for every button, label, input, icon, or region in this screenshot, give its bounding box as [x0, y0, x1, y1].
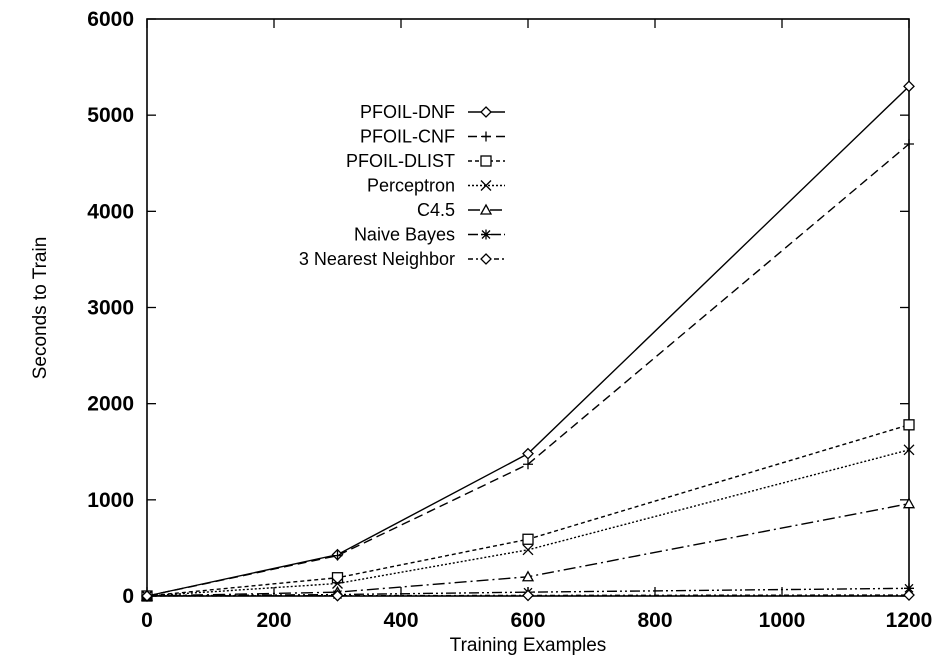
data-point — [522, 533, 534, 545]
x-tick-label: 1000 — [759, 609, 806, 632]
legend-label: 3 Nearest Neighbor — [299, 249, 455, 269]
data-point — [332, 578, 343, 589]
y-tick-label: 0 — [122, 585, 134, 608]
legend-item-pfoil-dnf: PFOIL-DNF — [360, 102, 505, 122]
series-pfoil-cnf — [142, 139, 914, 601]
y-tick-label: 2000 — [87, 393, 134, 416]
x-tick-label: 600 — [510, 609, 545, 632]
legend-item-c4-5: C4.5 — [417, 200, 505, 220]
data-point — [331, 572, 344, 584]
series-pfoil-dnf — [141, 80, 915, 602]
series-line-pfoil-dlist — [146, 424, 910, 597]
legend-marker — [479, 203, 493, 215]
y-tick-label: 6000 — [87, 8, 134, 31]
legend-marker — [480, 106, 492, 118]
y-axis-label: Seconds to Train — [30, 237, 51, 380]
legend-marker — [480, 180, 492, 191]
series-line-3-nearest-neighbor — [146, 594, 910, 597]
series-layer — [140, 80, 916, 602]
x-tick-label: 200 — [256, 609, 291, 632]
legend-item-3-nearest-neighbor: 3 Nearest Neighbor — [299, 249, 505, 269]
legend-marker — [481, 131, 491, 142]
series-3-nearest-neighbor — [141, 589, 915, 602]
legend-item-pfoil-cnf: PFOIL-CNF — [360, 127, 505, 147]
legend-label: PFOIL-CNF — [360, 127, 455, 147]
series-line-perceptron — [146, 449, 910, 597]
data-point — [521, 570, 535, 582]
data-point — [331, 589, 344, 602]
legend-marker — [480, 155, 492, 167]
y-tick-label: 5000 — [87, 104, 134, 127]
y-tick-label: 1000 — [87, 489, 134, 512]
series-line-pfoil-cnf — [146, 143, 910, 597]
legend-label: PFOIL-DLIST — [346, 151, 455, 171]
y-tick-label: 3000 — [87, 297, 134, 320]
legend-label: Perceptron — [367, 176, 455, 196]
legend-marker — [481, 229, 491, 240]
data-point — [523, 459, 533, 470]
legend-item-pfoil-dlist: PFOIL-DLIST — [346, 151, 505, 171]
data-point — [903, 419, 915, 431]
data-point — [904, 139, 914, 150]
data-point — [332, 550, 343, 561]
x-tick-label: 0 — [141, 609, 153, 632]
data-point — [522, 447, 534, 460]
series-line-pfoil-dnf — [146, 85, 910, 597]
data-point — [902, 497, 916, 509]
data-point — [903, 80, 915, 93]
legend-label: PFOIL-DNF — [360, 102, 455, 122]
data-point — [141, 590, 153, 602]
legend-item-perceptron: Perceptron — [367, 176, 505, 196]
axis-ticks: 0 200 400 600 800 1000 1200 0 1000 2000 3000 4000 50… — [87, 8, 932, 632]
data-point — [522, 589, 534, 602]
x-tick-label: 800 — [637, 609, 672, 632]
data-point — [904, 583, 914, 594]
x-axis-label: Training Examples — [450, 635, 607, 655]
data-point — [522, 544, 534, 556]
series-line-c4-5 — [146, 502, 910, 597]
plot-frame — [146, 18, 910, 597]
legend-label: Naive Bayes — [354, 225, 455, 245]
x-tick-label: 400 — [383, 609, 418, 632]
legend: PFOIL-DNF PFOIL-CNF PFOIL-DLIST Perceptron C… — [299, 102, 505, 269]
legend-label: C4.5 — [417, 200, 455, 220]
data-point — [903, 589, 915, 601]
x-tick-label: 1200 — [886, 609, 933, 632]
legend-item-naive-bayes: Naive Bayes — [354, 225, 505, 245]
y-tick-label: 4000 — [87, 200, 134, 223]
legend-marker — [480, 253, 492, 265]
data-point — [903, 444, 915, 456]
